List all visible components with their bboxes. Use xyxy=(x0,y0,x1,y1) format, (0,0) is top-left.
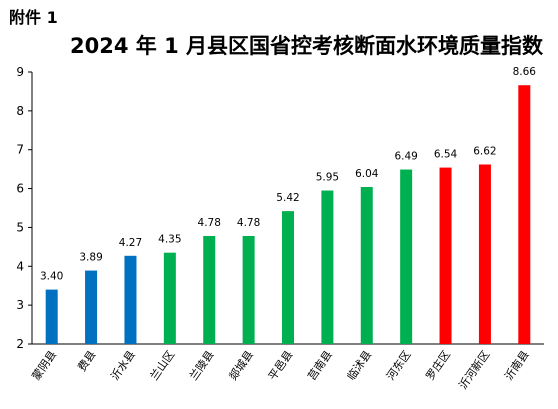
y-tick-label: 7 xyxy=(16,143,24,157)
value-label: 3.40 xyxy=(40,271,63,283)
value-label: 6.04 xyxy=(355,168,379,180)
attachment-label: 附件 1 xyxy=(9,8,58,27)
bar xyxy=(439,167,452,344)
bar xyxy=(242,235,255,344)
bar xyxy=(163,252,176,344)
chart-title: 2024 年 1 月县区国省控考核断面水环境质量指数 xyxy=(70,34,543,58)
bar xyxy=(203,235,216,344)
category-label: 沂南县 xyxy=(502,348,532,382)
bar xyxy=(360,187,373,344)
category-label: 费县 xyxy=(75,348,98,373)
category-label: 兰山区 xyxy=(148,348,178,382)
bar xyxy=(45,289,58,344)
value-label: 5.95 xyxy=(316,172,339,184)
bar xyxy=(321,190,334,344)
y-tick-label: 4 xyxy=(16,259,24,273)
category-label: 河东区 xyxy=(384,348,414,382)
value-label: 4.78 xyxy=(198,217,221,229)
value-label: 4.78 xyxy=(237,217,260,229)
y-ticks: 2 3 4 5 6 7 8 9 xyxy=(16,65,32,351)
bar xyxy=(478,164,491,344)
category-label: 兰陵县 xyxy=(187,348,217,382)
value-label: 8.66 xyxy=(513,66,537,78)
category-label: 蒙阴县 xyxy=(30,348,60,382)
y-tick-label: 9 xyxy=(16,65,24,79)
y-tick-label: 6 xyxy=(16,182,24,196)
bars xyxy=(45,85,531,344)
y-tick-label: 2 xyxy=(16,337,24,351)
bar xyxy=(518,85,531,344)
bar xyxy=(400,169,413,344)
bar xyxy=(282,211,294,344)
value-label: 6.62 xyxy=(473,145,496,157)
value-label: 5.42 xyxy=(276,192,299,204)
bar xyxy=(124,255,137,344)
value-label: 4.35 xyxy=(158,234,181,246)
value-label: 4.27 xyxy=(119,237,142,249)
y-tick-label: 3 xyxy=(16,298,24,312)
bar xyxy=(85,270,98,344)
y-tick-label: 8 xyxy=(16,104,24,118)
value-label: 3.89 xyxy=(79,252,102,264)
category-label: 莒南县 xyxy=(305,348,335,382)
category-label: 罗庄区 xyxy=(423,348,453,383)
y-tick-label: 5 xyxy=(16,220,24,234)
value-labels: 3.40 3.89 4.27 4.35 4.78 4.78 5.42 5.95 6.04 6.49… xyxy=(40,66,536,282)
category-label: 郯城县 xyxy=(226,348,256,383)
value-label: 6.49 xyxy=(394,151,417,163)
category-label: 平邑县 xyxy=(266,348,296,382)
category-label: 沂水县 xyxy=(108,348,138,382)
value-label: 6.54 xyxy=(434,149,458,161)
category-label: 沂河新区 xyxy=(456,348,493,392)
category-labels: 蒙阴县 费县 沂水县 兰山区 兰陵县 郯城县 平邑县 莒南县 临沭县 河东区 罗庄区 沂河新区 沂南县 xyxy=(30,348,532,392)
category-label: 临沭县 xyxy=(344,348,374,383)
